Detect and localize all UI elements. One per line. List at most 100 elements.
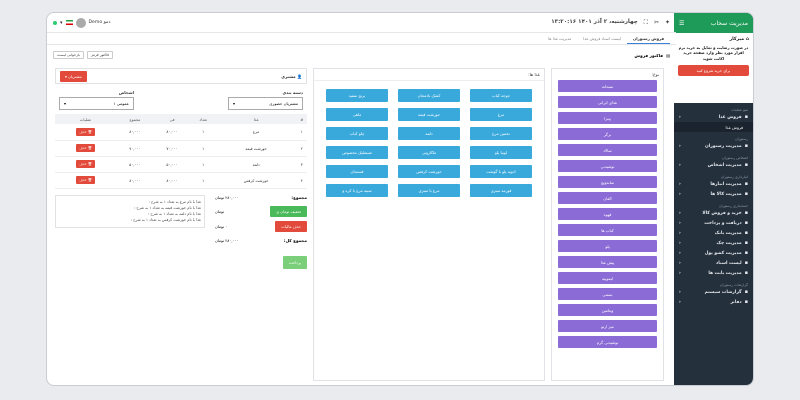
food-button[interactable]: ماکارونی <box>398 146 460 159</box>
food-button[interactable]: شیشلیک مخصوص <box>326 146 388 159</box>
category-button[interactable]: پیش غذا <box>558 256 657 268</box>
category-button[interactable]: الفان <box>558 192 657 204</box>
sidebar-item[interactable]: ▪مدیریت چک ‹ <box>679 240 748 246</box>
food-button[interactable]: چلو کباب <box>326 127 388 140</box>
chevron-icon: ‹ <box>679 210 681 216</box>
category-button[interactable]: قهوه <box>558 208 657 220</box>
category-select[interactable]: مشتریان حضوری ▾ <box>228 97 303 110</box>
food-button[interactable]: لوبیا پلو <box>470 146 532 159</box>
dashboard-title[interactable]: ⌂ میزکار <box>729 37 749 42</box>
food-button[interactable]: جوجه کباب <box>470 89 532 102</box>
expand-icon[interactable]: ⛶ <box>643 18 648 26</box>
book-icon: ▪ <box>744 299 748 305</box>
tools-icon[interactable]: ✂ <box>653 18 659 26</box>
chevron-icon: ‹ <box>679 270 681 276</box>
food-button[interactable]: خورشت کرفس <box>398 165 460 178</box>
sidebar-item[interactable]: ▪لیست اسناد ‹ <box>679 260 748 266</box>
person-select[interactable]: عمومی ۱ ▾ <box>59 97 134 110</box>
delete-row-button[interactable]: 🗑 حذف <box>76 144 96 152</box>
chevron-icon: ‹ <box>679 114 681 120</box>
cell-total: ۷۰,۰۰۰ <box>116 140 154 157</box>
sidebar-item[interactable]: ▪مدیریت کالا ها ‹ <box>679 191 748 197</box>
sidebar-subitem[interactable]: فروش غذا <box>674 122 753 132</box>
food-button[interactable]: خورشت قیمه <box>398 108 460 121</box>
sidebar-item[interactable]: ▪مدیریت انبارها ‹ <box>679 181 748 187</box>
category-button[interactable]: نوشیدنی گرم <box>558 336 657 348</box>
category-button[interactable]: ساندویچ <box>558 176 657 188</box>
category-button[interactable]: غذای ایرانی <box>558 96 657 108</box>
category-button[interactable]: سالاد <box>558 144 657 156</box>
chevron-icon: ‹ <box>679 230 681 236</box>
sidebar-item[interactable]: ▪خرید و فروش کالا ‹ <box>679 210 748 216</box>
food-button[interactable]: ماهی <box>326 108 388 121</box>
category-button[interactable]: میز ارتو <box>558 320 657 332</box>
discount-button[interactable]: تخفیف تومان ی <box>270 205 307 217</box>
food-button[interactable]: ادویه پلو با گوشت <box>470 165 532 178</box>
column-header: مجموع <box>116 114 154 124</box>
sidebar-item[interactable]: ▪مدیریت بانک ‹ <box>679 230 748 236</box>
tab-sales-docs[interactable]: لیست اسناد فروش غذا <box>583 36 621 41</box>
food-button[interactable]: مرغ <box>470 108 532 121</box>
avatar[interactable] <box>75 17 86 28</box>
notification-icon[interactable]: ▾ <box>60 19 63 26</box>
food-button[interactable]: فسنجان <box>326 165 388 178</box>
table-row: ۳ دلمه ۱ ۵۰,۰۰۰ ۵۰,۰۰۰ 🗑 حذف <box>55 156 307 173</box>
sidebar-item[interactable]: ▪گزارشات سیستم ‹ <box>679 289 748 295</box>
food-button[interactable]: برنج سفید <box>326 89 388 102</box>
sidebar-item[interactable]: ▪مدیریت اشخاص ‹ <box>679 162 748 168</box>
trial-message: در صورت رضایت و تمایل به خرید نرم افزار … <box>678 45 749 61</box>
pin-icon[interactable]: ✦ <box>664 18 670 26</box>
tab-restaurant-sales[interactable]: فروش رستوران <box>626 33 670 44</box>
buy-button[interactable]: برای خرید شروع کنید <box>678 64 749 76</box>
sidebar-item[interactable]: ▪فروش غذا ‹ <box>679 114 748 120</box>
chevron-icon: ‹ <box>679 220 681 226</box>
cell-name: خورشت قیمه <box>215 140 297 157</box>
food-button[interactable]: مرغ با سبزی <box>398 184 460 197</box>
red-invoice-button[interactable]: فاکتور قرمز <box>86 51 113 59</box>
sidebar-item[interactable]: ▪دفاتر ‹ <box>679 299 748 305</box>
page-header: ▤ فاکتور فروش بازخوانی لیست فاکتور قرمز <box>47 49 676 61</box>
grand-total-row: مجموع کل: ۲۸۰,۰۰۰ تومان <box>215 237 307 243</box>
user-icon: 👤 <box>295 73 302 79</box>
category-button[interactable]: پیتزا <box>558 112 657 124</box>
reload-list-button[interactable]: بازخوانی لیست <box>53 51 84 59</box>
category-button[interactable]: نوشیدنی <box>558 160 657 172</box>
category-button[interactable]: بستنی <box>558 288 657 300</box>
warehouse-icon: ▪ <box>744 181 748 187</box>
category-button[interactable]: کباب ها <box>558 224 657 236</box>
category-button[interactable]: برگر <box>558 128 657 140</box>
menu-toggle-icon[interactable]: ☰ <box>679 19 685 27</box>
sidebar-menu: منو عملیات ▪فروش غذا ‹ فروش غذا رستوران ▪مدیر… <box>674 108 753 307</box>
cell-action: 🗑 حذف <box>55 140 117 157</box>
food-button[interactable]: کشک بادمجان <box>398 89 460 102</box>
customers-dropdown-button[interactable]: مشتریان ▾ <box>60 70 87 82</box>
food-button[interactable]: تخمین مرغ <box>470 127 532 140</box>
flag-icon[interactable] <box>65 20 73 25</box>
category-button[interactable]: سبحانه <box>558 80 657 92</box>
delete-row-button[interactable]: 🗑 حذف <box>76 160 96 168</box>
user-name[interactable]: Demo دمو <box>88 20 111 25</box>
table-row: ۲ خورشت قیمه ۱ ۷۰,۰۰۰ ۷۰,۰۰۰ 🗑 حذف <box>55 140 307 157</box>
sidebar-item[interactable]: ▪مدیریت رستوران ‹ <box>679 143 748 149</box>
sidebar-item[interactable]: ▪دریافت و پرداخت ‹ <box>679 220 748 226</box>
category-button[interactable]: ویتامین <box>558 304 657 316</box>
tab-food-management[interactable]: مدیریت غذا ها <box>548 36 572 41</box>
category-button[interactable]: پلو <box>558 240 657 252</box>
app-window: مدیریت سحاب ☰ ⌂ میزکار در صورت رضایت و ت… <box>46 12 754 386</box>
delete-row-button[interactable]: 🗑 حذف <box>76 176 96 184</box>
cell-price: ۷۰,۰۰۰ <box>153 140 191 157</box>
remove-tax-button[interactable]: حذف مالیات <box>275 220 307 232</box>
selectors-row: دسته بندی مشتریان حضوری ▾ اشخاص عمومی ۱ ▾ <box>55 84 307 114</box>
note-line: غذا با نام خورشت قیمه به تعداد ۱ به شرح … <box>133 205 201 210</box>
delete-row-button[interactable]: 🗑 حذف <box>76 127 96 136</box>
cell-n: ۴ <box>296 172 307 189</box>
sidebar-item[interactable]: ▪مدیریت بابت ها ‹ <box>679 270 748 276</box>
food-button[interactable]: سینه مرغ با کره و <box>326 184 388 197</box>
food-button[interactable]: دلمه <box>398 127 460 140</box>
pay-button[interactable]: پرداخت <box>283 255 307 269</box>
sidebar-item[interactable]: ▪مدیریت کشو پول ‹ <box>679 250 748 256</box>
datetime: چهارشنبه، ۲ آذر ۱۴۰۱ ۱۳:۲۰:۱۶ <box>551 18 638 25</box>
food-button[interactable]: قورمه سبزی <box>470 184 532 197</box>
category-button[interactable]: لیموپیه <box>558 272 657 284</box>
order-table: # غذا تعداد فی مجموع عملیات ۱ مرغ ۱ ۸۰,۰۰۰ ۸۰,۰۰۰… <box>55 114 307 189</box>
